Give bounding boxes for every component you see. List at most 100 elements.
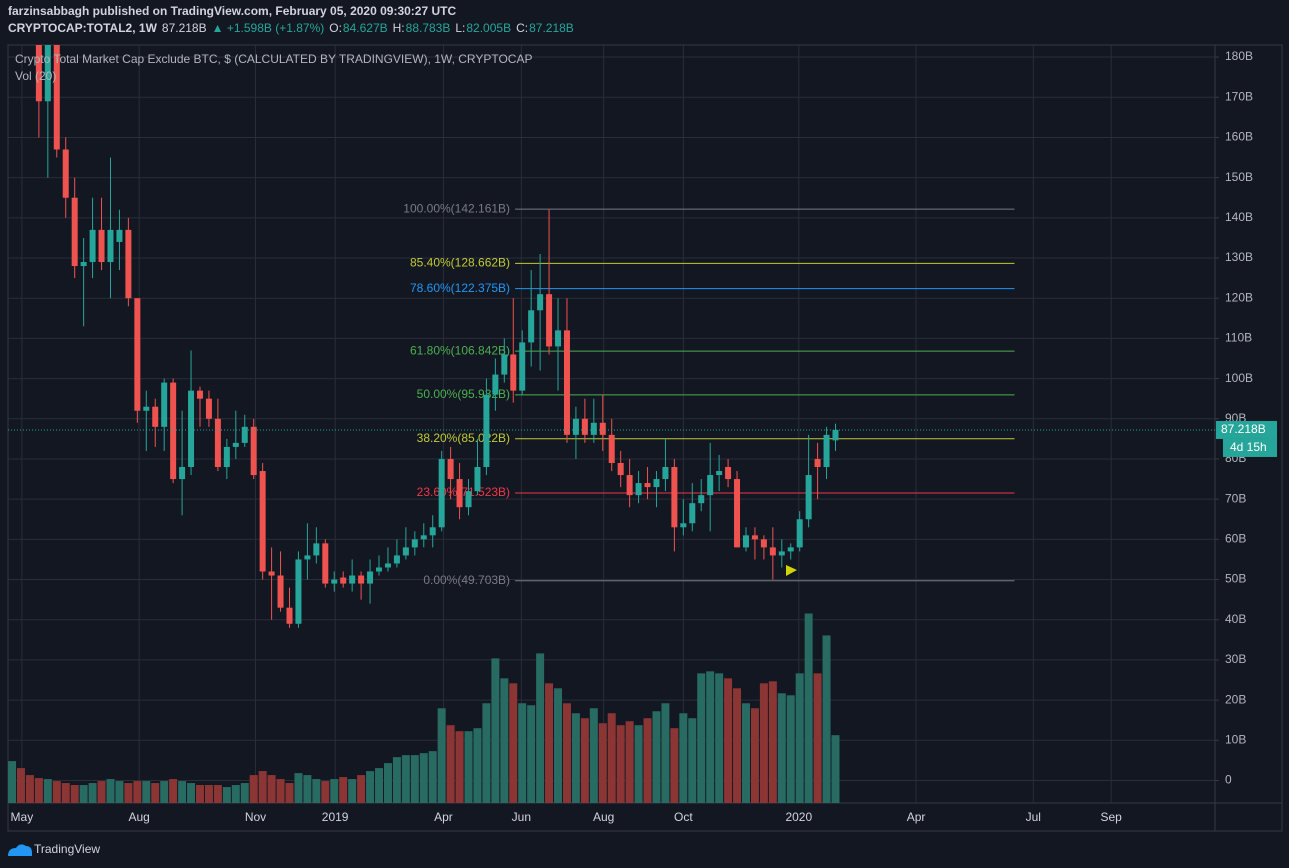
candle-body bbox=[259, 471, 266, 572]
candle-body bbox=[134, 298, 141, 411]
x-tick-label: Apr bbox=[907, 810, 926, 824]
candle-body bbox=[599, 422, 606, 435]
candle-body bbox=[286, 607, 293, 624]
volume-bar bbox=[222, 787, 231, 803]
candle-body bbox=[447, 458, 454, 480]
volume-bar bbox=[240, 783, 249, 803]
candle-body bbox=[751, 535, 758, 540]
volume-bar bbox=[88, 783, 97, 803]
volume-bar bbox=[178, 781, 187, 803]
header-text: CRYPTOCAP:TOTAL2, 1W bbox=[8, 21, 158, 35]
volume-bar bbox=[61, 783, 70, 803]
candle-body bbox=[125, 229, 132, 299]
x-tick-label: Jun bbox=[512, 810, 531, 824]
candle-body bbox=[349, 575, 356, 584]
candle-body bbox=[805, 475, 812, 520]
volume-bar bbox=[795, 673, 804, 803]
candle-body bbox=[653, 479, 660, 488]
candle-body bbox=[179, 467, 186, 480]
candle-body bbox=[196, 390, 203, 399]
y-tick-label: 120B bbox=[1225, 290, 1253, 304]
candle-body bbox=[80, 262, 87, 267]
volume-bar bbox=[491, 658, 500, 803]
candle-body bbox=[626, 475, 633, 496]
candle-body bbox=[742, 535, 749, 548]
volume-bar bbox=[670, 728, 679, 803]
candle-body bbox=[161, 382, 168, 427]
candle-body bbox=[581, 418, 588, 435]
volume-bar bbox=[213, 785, 222, 803]
volume-bar bbox=[160, 781, 169, 803]
volume-bar bbox=[482, 703, 491, 803]
candle-body bbox=[358, 575, 365, 584]
candle-body bbox=[250, 426, 257, 476]
volume-bar bbox=[634, 725, 643, 803]
candle-body bbox=[384, 563, 391, 568]
candle-body bbox=[465, 491, 472, 508]
volume-bar bbox=[303, 775, 312, 803]
volume-bar bbox=[410, 755, 419, 803]
volume-bar bbox=[536, 653, 545, 803]
volume-bar bbox=[43, 779, 52, 803]
volume-bar bbox=[509, 683, 518, 803]
volume-bar bbox=[294, 773, 303, 803]
y-tick-label: 150B bbox=[1225, 170, 1253, 184]
y-tick-label: 140B bbox=[1225, 210, 1253, 224]
volume-bar bbox=[348, 779, 357, 803]
header-text: H: bbox=[393, 21, 405, 35]
candle-body bbox=[241, 426, 248, 443]
candle-body bbox=[295, 559, 302, 624]
candle-body bbox=[671, 467, 678, 528]
candle-body bbox=[223, 446, 230, 468]
volume-bar bbox=[607, 713, 616, 803]
candle-body bbox=[71, 197, 78, 267]
volume-bar bbox=[383, 763, 392, 803]
volume-bar bbox=[545, 683, 554, 803]
volume-bar bbox=[750, 708, 759, 803]
volume-bar bbox=[643, 718, 652, 803]
candle-body bbox=[53, 45, 60, 150]
y-tick-label: 50B bbox=[1225, 572, 1246, 586]
volume-bar bbox=[437, 708, 446, 803]
volume-bar bbox=[822, 635, 831, 803]
legend-title: Crypto Total Market Cap Exclude BTC, $ (… bbox=[15, 52, 532, 66]
volume-bar bbox=[598, 723, 607, 803]
x-tick-label: May bbox=[11, 810, 34, 824]
brand-name: TradingView bbox=[34, 842, 100, 856]
volume-bar bbox=[276, 779, 285, 803]
brand-logo bbox=[8, 844, 32, 856]
volume-bar bbox=[312, 779, 321, 803]
volume-bar bbox=[715, 673, 724, 803]
candle-body bbox=[420, 535, 427, 540]
fib-label: 61.80%(106.842B) bbox=[410, 343, 510, 357]
x-tick-label: Aug bbox=[128, 810, 149, 824]
y-tick-label: 100B bbox=[1225, 371, 1253, 385]
candle-body bbox=[170, 382, 177, 480]
volume-bar bbox=[142, 781, 151, 803]
fib-label: 78.60%(122.375B) bbox=[410, 281, 510, 295]
y-tick-label: 20B bbox=[1225, 692, 1246, 706]
fib-label: 85.40%(128.662B) bbox=[410, 256, 510, 270]
candle-body bbox=[608, 434, 615, 463]
volume-bar bbox=[697, 673, 706, 803]
volume-bar bbox=[724, 678, 733, 803]
y-tick-label: 160B bbox=[1225, 130, 1253, 144]
volume-bar bbox=[151, 783, 160, 803]
volume-bar bbox=[339, 777, 348, 803]
y-tick-label: 110B bbox=[1225, 331, 1252, 345]
volume-bar bbox=[473, 728, 482, 803]
candle-body bbox=[796, 519, 803, 548]
volume-bar bbox=[733, 688, 742, 803]
volume bbox=[8, 613, 840, 803]
volume-bar bbox=[231, 785, 240, 803]
candle-body bbox=[537, 294, 544, 311]
candle-body bbox=[707, 475, 714, 496]
marker bbox=[786, 565, 797, 576]
volume-bar bbox=[124, 783, 133, 803]
candle-body bbox=[188, 390, 195, 468]
volume-bar bbox=[661, 703, 670, 803]
volume-bar bbox=[554, 688, 563, 803]
candle-body bbox=[778, 551, 785, 556]
volume-bar bbox=[195, 785, 204, 803]
